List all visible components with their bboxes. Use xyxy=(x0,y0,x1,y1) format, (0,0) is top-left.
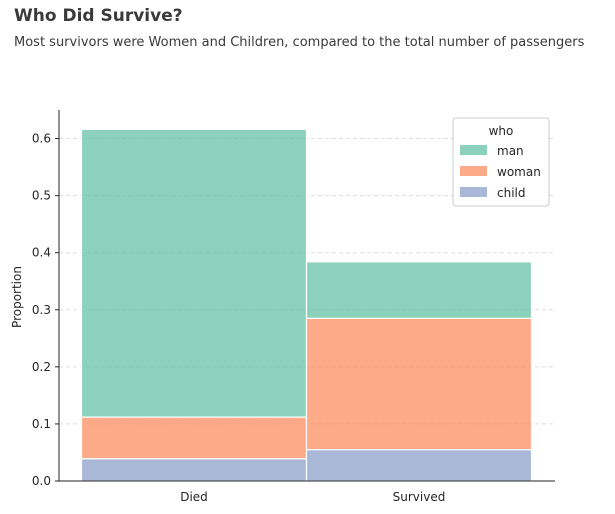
y-tick-label: 0.6 xyxy=(32,132,51,146)
y-axis-label: Proportion xyxy=(10,266,24,328)
y-tick-label: 0.3 xyxy=(32,303,51,317)
x-tick-label: Died xyxy=(180,490,208,504)
legend-swatch-man xyxy=(460,145,487,155)
bars xyxy=(80,128,533,482)
chart-subtitle: Most survivors were Women and Children, … xyxy=(14,35,585,50)
legend-swatch-child xyxy=(460,187,487,197)
bar-died-man[interactable] xyxy=(80,128,308,418)
y-tick-label: 0.2 xyxy=(32,360,51,374)
legend-label-man: man xyxy=(497,144,524,158)
bar-died-woman[interactable] xyxy=(80,416,308,460)
y-tick-label: 0.0 xyxy=(32,474,51,488)
legend-title: who xyxy=(489,124,514,138)
legend-label-woman: woman xyxy=(497,165,541,179)
y-tick-label: 0.4 xyxy=(32,246,51,260)
axes: 0.0 0.1 0.2 0.3 0.4 0.5 0.6 Died Survived xyxy=(32,110,555,504)
bar-survived-child[interactable] xyxy=(305,449,533,482)
bar-survived-woman[interactable] xyxy=(305,317,533,451)
legend-box xyxy=(452,117,550,207)
x-tick-label: Survived xyxy=(393,490,446,504)
y-tick-label: 0.5 xyxy=(32,189,51,203)
chart-title: Who Did Survive? xyxy=(14,6,183,26)
y-tick-label: 0.1 xyxy=(32,417,51,431)
legend-label-child: child xyxy=(497,186,526,200)
bar-died-child[interactable] xyxy=(80,458,308,482)
legend[interactable]: who man woman child xyxy=(452,117,550,207)
bar-survived-man[interactable] xyxy=(305,261,533,319)
legend-swatch-woman xyxy=(460,166,487,176)
